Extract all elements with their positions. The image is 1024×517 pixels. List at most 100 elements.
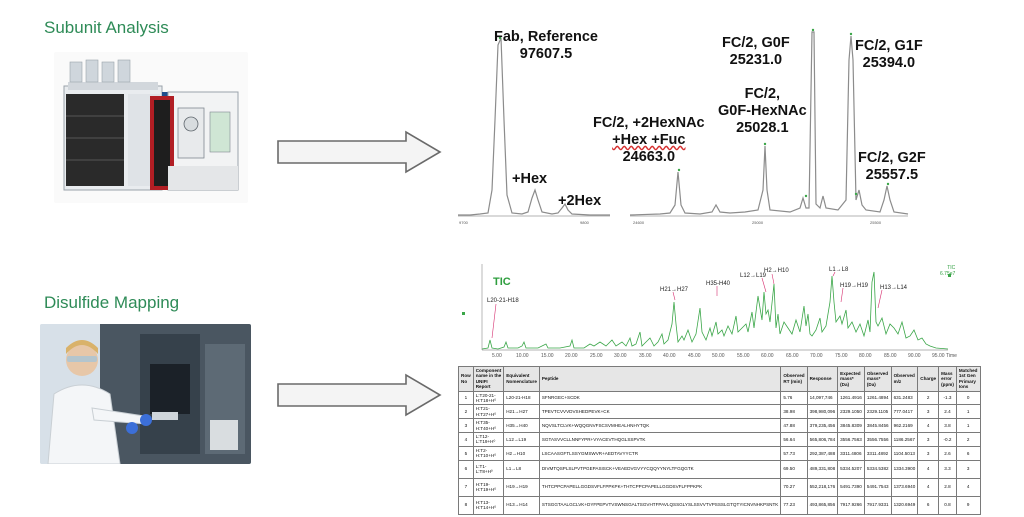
table-cell: H:T2-H:T10+H⁰ bbox=[472, 445, 505, 461]
table-cell: 379,235,456 bbox=[806, 418, 839, 434]
subunit-right-trace bbox=[629, 31, 909, 216]
tic-x-tick: 90.00 bbox=[908, 353, 921, 359]
table-row: 1 L:T20-21-H:T18+H⁰ L20-21-H18 SFNRGEC+S… bbox=[458, 390, 981, 406]
peak-label-line: FC/2, +2HexNAc bbox=[593, 115, 705, 131]
table-cell: 4 bbox=[458, 432, 474, 447]
table-cell: 7917.9331 bbox=[863, 495, 892, 515]
disulfide-table: Row No Component name in the UNIFI Repor… bbox=[458, 366, 981, 515]
table-header: Matched 1st Gen Primary Ions bbox=[955, 366, 981, 392]
tic-x-unit: Time bbox=[946, 353, 957, 359]
table-cell: 3556.7563 bbox=[837, 432, 865, 447]
table-cell: 552,218,176 bbox=[806, 477, 839, 497]
peak-label-fc-g0f-hexnac: FC/2, G0F-HexNAc 25028.1 bbox=[718, 86, 807, 137]
table-cell: THTCPPCPAPELLGGDSVFLFPPKPK+THTCPPCPAPELL… bbox=[538, 477, 782, 497]
table-row: 2 H:T21-H:T27+H⁰ H21→H27 TPEVTCVVVDVSHED… bbox=[458, 404, 981, 420]
tic-corner-line: 6.75e7 bbox=[940, 271, 956, 277]
table-cell: L12→L19 bbox=[503, 432, 540, 447]
table-row: 5 H:T2-H:T10+H⁰ H2→H10 LSCAASGFTLSSYGMSW… bbox=[458, 445, 981, 461]
peak-label-2hex: +2Hex bbox=[558, 193, 601, 210]
table-cell: SGTASVVCLLNNFYPR+VYACEVTHQGLSSPVTK bbox=[538, 432, 782, 447]
table-cell: 77.23 bbox=[780, 495, 808, 515]
tic-x-tick: 95.00 bbox=[932, 353, 945, 359]
table-cell: 3.8 bbox=[938, 418, 957, 434]
tic-x-tick: 45.00 bbox=[688, 353, 701, 359]
table-cell: 2329.1105 bbox=[863, 404, 892, 420]
table-cell: 5491.7543 bbox=[863, 477, 892, 497]
table-cell: 3311.4806 bbox=[837, 445, 865, 461]
peak-label-line: 25231.0 bbox=[729, 52, 783, 68]
table-cell: 3311.4892 bbox=[863, 445, 892, 461]
table-cell: 3.3 bbox=[938, 459, 957, 479]
tic-peak-label: L1→L8 bbox=[829, 267, 849, 273]
tic-x-tick: 10.00 bbox=[516, 353, 529, 359]
table-row: 7 H:T19-H:T19+H⁰ H19→H19 THTCPPCPAPELLGG… bbox=[458, 477, 981, 497]
peak-label-fc-hexnac: FC/2, +2HexNAc +Hex +Fuc 24663.0 bbox=[593, 115, 705, 166]
table-cell: 398,980,096 bbox=[806, 404, 839, 420]
table-header: Row No bbox=[458, 366, 474, 392]
table-cell: 1186.2567 bbox=[890, 432, 919, 447]
table-cell: 0 bbox=[955, 390, 981, 406]
table-cell: 2 bbox=[458, 404, 474, 420]
tic-chromatogram: 5.00 10.00 15.00 20.00 25.00 30.00 35.00… bbox=[462, 264, 957, 359]
table-cell: H19→H19 bbox=[503, 477, 540, 497]
subunit-right-tick: 24600 bbox=[633, 220, 645, 225]
subunit-mass-spectrum: 9700 9800 24600 25000 25500 bbox=[458, 28, 909, 225]
table-cell: DIVMTQSPLSLPVTPGEPASISCK+VEAEDVGVYYCQQYY… bbox=[538, 459, 782, 479]
tic-x-tick: 35.00 bbox=[639, 353, 652, 359]
table-cell: 1334.3900 bbox=[890, 459, 919, 479]
table-cell: 2.4 bbox=[938, 404, 957, 420]
tic-corner-label: TIC 6.75e7 bbox=[940, 265, 955, 277]
tic-x-tick: 70.00 bbox=[810, 353, 823, 359]
table-cell: 2 bbox=[955, 432, 981, 447]
peak-label-line: +2Hex bbox=[558, 193, 602, 209]
table-cell: 5.76 bbox=[780, 390, 808, 406]
subunit-left-tick: 9700 bbox=[459, 220, 469, 225]
table-cell: 1320.6949 bbox=[890, 495, 919, 515]
table-cell: 1 bbox=[955, 404, 981, 420]
peak-label-line: FC/2, G0F bbox=[722, 35, 790, 51]
table-cell: 3 bbox=[917, 445, 940, 461]
table-cell: 69.50 bbox=[780, 459, 808, 479]
table-cell: 292,387,488 bbox=[806, 445, 839, 461]
peak-label-hex: +Hex bbox=[512, 171, 547, 188]
table-cell: -0.2 bbox=[938, 432, 957, 447]
table-cell: 5334.5382 bbox=[863, 459, 892, 479]
table-cell: 3845.8309 bbox=[837, 418, 865, 434]
tic-peak-label: H19→H19 bbox=[840, 283, 869, 289]
table-cell: 1 bbox=[955, 418, 981, 434]
table-cell: 6 bbox=[955, 445, 981, 461]
table-cell: L:T1-L:T8+H⁰ bbox=[472, 459, 505, 479]
table-cell: 5 bbox=[458, 445, 474, 461]
peak-label-line: FC/2, G1F bbox=[855, 38, 923, 54]
peak-label-fab: Fab, Reference 97607.5 bbox=[494, 29, 598, 63]
peak-label-line: G0F-HexNAc bbox=[718, 103, 807, 119]
table-header: Charge bbox=[917, 366, 940, 392]
table-cell: 6 bbox=[458, 459, 474, 479]
table-cell: 3 bbox=[917, 404, 940, 420]
table-cell: 1104.5013 bbox=[890, 445, 919, 461]
table-cell: 2 bbox=[917, 390, 940, 406]
tic-x-tick: 20.00 bbox=[565, 353, 578, 359]
tic-x-tick: 80.00 bbox=[859, 353, 872, 359]
peak-label-line: 24663.0 bbox=[622, 149, 676, 165]
subunit-left-trace bbox=[458, 37, 610, 216]
table-header: Observed mass* (Da) bbox=[863, 366, 892, 392]
subunit-analysis-title: Subunit Analysis bbox=[44, 18, 169, 37]
lc-ms-instrument-image bbox=[54, 52, 248, 203]
lab-scientist-image bbox=[40, 324, 251, 464]
table-cell: L:T12-L:T19+H⁰ bbox=[472, 432, 505, 447]
table-cell: SFNRGEC+SCDK bbox=[538, 390, 782, 406]
table-cell: H:T35-H:T40+H⁰ bbox=[472, 418, 505, 434]
subunit-left-tick: 9800 bbox=[580, 220, 590, 225]
peak-label-line: 25557.5 bbox=[865, 167, 919, 183]
peak-label-fc-g2f: FC/2, G2F 25557.5 bbox=[858, 150, 926, 184]
table-row: 3 H:T35-H:T40+H⁰ H35→H40 NQVSLTCLVK+WQQG… bbox=[458, 418, 981, 434]
table-cell: 3 bbox=[955, 459, 981, 479]
peak-label-line: +Hex bbox=[512, 171, 548, 187]
table-header: Component name in the UNIFI Report bbox=[472, 366, 505, 392]
table-cell: 70.27 bbox=[780, 477, 808, 497]
peak-label-line: FC/2, bbox=[744, 86, 781, 102]
right-arrow-icon bbox=[277, 130, 442, 174]
tic-peak-label: L20-21-H18 bbox=[487, 298, 519, 304]
table-cell: L:T20-21-H:T18+H⁰ bbox=[472, 390, 505, 406]
